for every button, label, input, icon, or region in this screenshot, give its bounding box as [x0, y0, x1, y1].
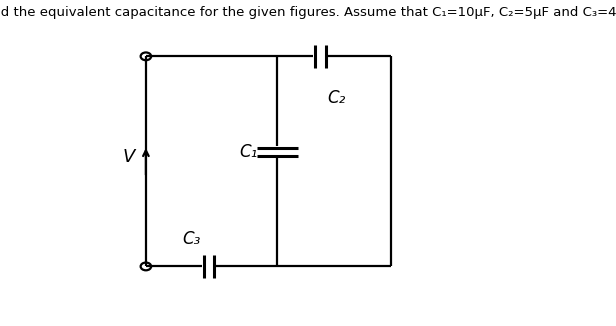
Text: V: V [122, 148, 134, 166]
Text: C₁: C₁ [240, 143, 258, 161]
Text: C₂: C₂ [327, 89, 346, 107]
Text: C₃: C₃ [183, 230, 201, 248]
Text: Find the equivalent capacitance for the given figures. Assume that C₁=10μF, C₂=5: Find the equivalent capacitance for the … [0, 6, 616, 19]
